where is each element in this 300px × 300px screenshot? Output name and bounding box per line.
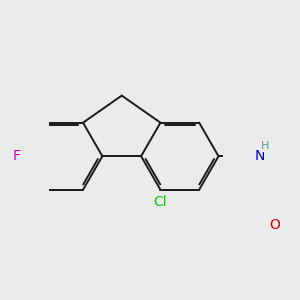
Text: N: N	[255, 149, 265, 163]
Text: F: F	[13, 149, 20, 163]
Text: Cl: Cl	[154, 195, 167, 209]
Text: H: H	[261, 141, 269, 151]
Text: O: O	[269, 218, 280, 232]
